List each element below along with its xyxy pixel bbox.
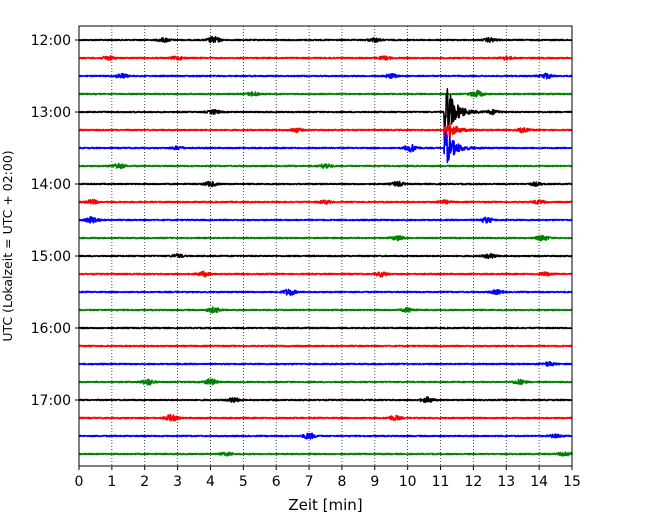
trace-line-14:00 bbox=[78, 180, 573, 188]
x-axis-ticks: 0 1 2 3 4 5 6 7 8 9 10 11 12 13 14 15 bbox=[75, 466, 581, 490]
trace-line-14:30 bbox=[78, 215, 573, 224]
x-tick-label: 11 bbox=[432, 474, 450, 490]
y-tick-label: 15:00 bbox=[31, 249, 71, 265]
trace-line-15:00 bbox=[78, 252, 573, 260]
x-tick-label: 14 bbox=[530, 474, 548, 490]
y-tick-label: 13:00 bbox=[31, 105, 71, 121]
trace-line-13:30 bbox=[78, 130, 573, 164]
x-tick-label: 13 bbox=[497, 474, 515, 490]
seismic-traces bbox=[78, 35, 573, 457]
trace-line-13:45 bbox=[78, 162, 573, 170]
y-tick-label: 17:00 bbox=[31, 393, 71, 409]
x-tick-label: 0 bbox=[75, 474, 84, 490]
y-tick-label: 16:00 bbox=[31, 321, 71, 337]
x-tick-label: 6 bbox=[272, 474, 281, 490]
trace-line-12:00 bbox=[78, 35, 573, 44]
trace-line-16:00 bbox=[78, 326, 573, 330]
trace-line-13:15 bbox=[78, 122, 573, 141]
y-axis-label: UTC (Lokalzeit = UTC + 02:00) bbox=[0, 150, 15, 341]
vertical-grid bbox=[111, 26, 540, 466]
trace-line-17:15 bbox=[78, 413, 573, 422]
trace-line-12:45 bbox=[78, 89, 573, 98]
trace-line-13:00 bbox=[78, 88, 573, 140]
x-tick-label: 12 bbox=[464, 474, 482, 490]
x-tick-label: 10 bbox=[399, 474, 417, 490]
trace-line-17:30 bbox=[78, 432, 573, 440]
trace-line-17:45 bbox=[78, 451, 573, 457]
x-tick-label: 5 bbox=[239, 474, 248, 490]
y-tick-label: 14:00 bbox=[31, 177, 71, 193]
y-axis-ticks: 12:00 13:00 14:00 15:00 16:00 17:00 bbox=[31, 33, 79, 409]
trace-line-14:15 bbox=[78, 198, 573, 205]
x-tick-label: 7 bbox=[305, 474, 314, 490]
trace-line-16:45 bbox=[78, 378, 573, 386]
y-tick-label: 12:00 bbox=[31, 33, 71, 49]
x-axis-label: Zeit [min] bbox=[288, 496, 362, 514]
trace-line-16:30 bbox=[78, 360, 573, 367]
trace-line-14:45 bbox=[78, 234, 573, 242]
x-tick-label: 15 bbox=[563, 474, 581, 490]
trace-line-15:30 bbox=[78, 288, 573, 297]
trace-line-12:15 bbox=[78, 54, 573, 62]
trace-line-12:30 bbox=[78, 72, 573, 80]
trace-line-17:00 bbox=[78, 396, 573, 404]
x-tick-label: 1 bbox=[107, 474, 116, 490]
x-tick-label: 4 bbox=[206, 474, 215, 490]
plot-frame bbox=[78, 25, 573, 467]
trace-line-16:15 bbox=[78, 344, 573, 348]
x-tick-label: 8 bbox=[337, 474, 346, 490]
x-tick-label: 3 bbox=[173, 474, 182, 490]
trace-line-15:45 bbox=[78, 306, 573, 314]
x-tick-label: 9 bbox=[370, 474, 379, 490]
trace-line-15:15 bbox=[78, 270, 573, 278]
x-tick-label: 2 bbox=[140, 474, 149, 490]
